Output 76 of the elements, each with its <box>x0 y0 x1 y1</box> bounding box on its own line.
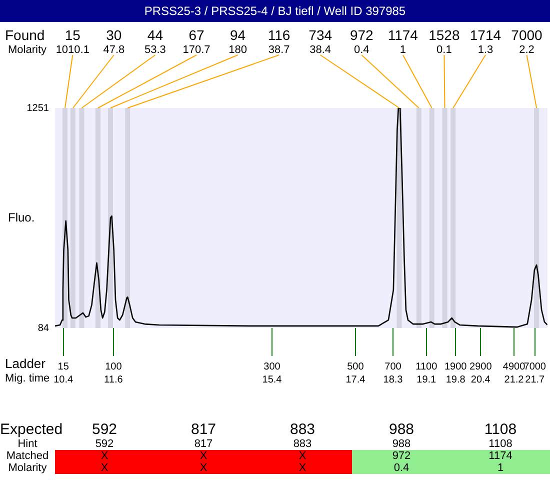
text: 817 <box>194 438 213 450</box>
annotation: 38.7 <box>268 44 290 56</box>
text: 100 <box>105 361 122 372</box>
annotation: 0.1 <box>436 44 452 56</box>
text: 4900 <box>502 361 526 372</box>
annotation: 2.2 <box>519 44 534 56</box>
band-label: 67 <box>188 27 204 43</box>
x-tick-label: 19.1 <box>416 374 437 386</box>
band-label: 734 <box>308 27 332 43</box>
category-label: Hint <box>18 438 38 450</box>
text: 0.4 <box>394 462 410 474</box>
x-tick-label: 15.4 <box>262 374 282 386</box>
band-label: 15 <box>64 27 81 43</box>
text: 1108 <box>488 438 512 450</box>
x-tick-label: 19.8 <box>446 374 466 386</box>
band-label: 44 <box>147 27 164 43</box>
y-tick-label: 84 <box>38 322 50 334</box>
text: X <box>100 462 108 474</box>
text: 1 <box>497 462 504 474</box>
x-axis-title: Mig. time <box>5 372 50 385</box>
text: 883 <box>293 438 312 450</box>
text: 15 <box>58 361 70 372</box>
text: X <box>298 450 306 462</box>
text: 1900 <box>444 361 468 372</box>
text: 7000 <box>524 361 546 372</box>
annotation: 47.8 <box>103 44 125 56</box>
text: 2900 <box>470 361 492 372</box>
band-label: 30 <box>106 27 122 43</box>
text: X <box>200 462 208 474</box>
annotation: 1 <box>400 44 406 56</box>
text: X <box>298 462 306 474</box>
annotation: 1010.1 <box>56 44 90 56</box>
band-label: 7000 <box>511 27 543 43</box>
x-tick-label: 11.6 <box>104 374 124 386</box>
annotation: 170.7 <box>182 44 210 56</box>
x-tick-label: 21.7 <box>525 374 546 386</box>
band-label: 1714 <box>470 27 502 43</box>
x-tick-label: 10.4 <box>54 374 74 386</box>
category-label: 883 <box>288 421 316 438</box>
chart-title: PRSS25-3 / PRSS25-4 / BJ tiefl / Well ID 397985 <box>0 0 550 22</box>
text: 972 <box>392 450 411 462</box>
x-tick-label: 17.4 <box>346 374 366 386</box>
text: Ladder <box>5 356 46 372</box>
annotation: 38.4 <box>310 44 332 56</box>
text: Molarity <box>8 44 48 56</box>
x-tick-label: 20.4 <box>470 374 491 386</box>
category-label: Molarity <box>8 462 47 474</box>
text: 500 <box>347 361 364 372</box>
category-label: Matched <box>6 450 49 462</box>
band-label: 1528 <box>428 27 460 43</box>
text: 300 <box>264 361 281 372</box>
text: X <box>100 450 108 462</box>
text: Found <box>5 27 45 43</box>
category-label: 592 <box>92 421 118 438</box>
category-label: 988 <box>388 421 416 438</box>
category-label: 817 <box>190 421 218 438</box>
band-label: 94 <box>230 27 246 43</box>
band-label: 116 <box>268 27 290 43</box>
band-label: 972 <box>350 27 374 43</box>
text: 1100 <box>416 361 438 372</box>
text: 1174 <box>488 450 512 462</box>
x-tick-label: 18.3 <box>383 374 404 386</box>
x-tick-label: 21.2 <box>504 374 524 386</box>
annotation: 0.4 <box>354 44 370 56</box>
band-label: 1174 <box>388 27 418 43</box>
annotation: 180 <box>228 44 247 56</box>
annotation: 53.3 <box>144 44 166 56</box>
annotation: 1.3 <box>478 44 494 56</box>
category-label: 1108 <box>483 421 518 438</box>
text: 592 <box>95 438 114 450</box>
text: 700 <box>384 361 402 372</box>
y-axis-title: Fluo. <box>8 210 35 224</box>
text: X <box>200 450 208 462</box>
y-tick-label: 1251 <box>26 102 50 114</box>
text: 988 <box>392 438 411 450</box>
category-label: Expected <box>0 421 63 438</box>
